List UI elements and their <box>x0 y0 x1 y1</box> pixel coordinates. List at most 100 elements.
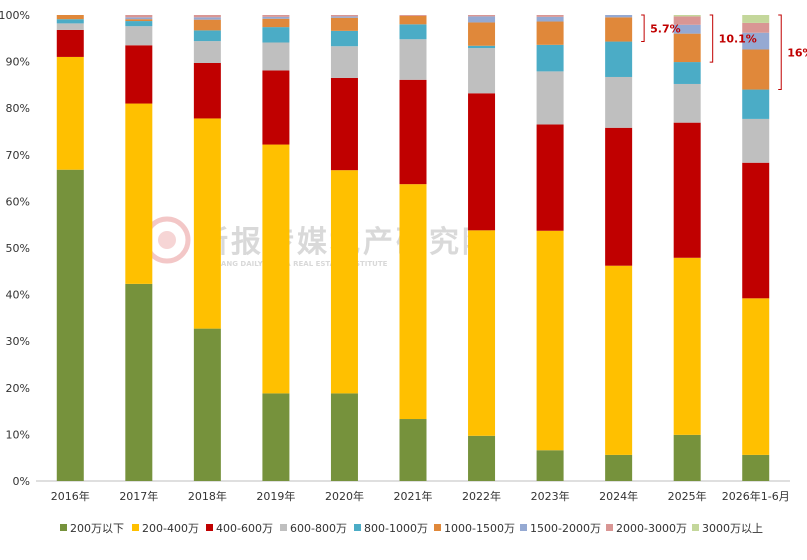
bar-segment <box>56 15 84 20</box>
legend-swatch <box>354 524 361 531</box>
bar-segment <box>262 393 290 481</box>
bar-segment <box>193 30 221 42</box>
axes: 0% 10% 20% 30% 40% 50% 60% 70% 80% 90% 100% 2016年 20… <box>0 9 790 503</box>
watermark-logo-dot <box>158 231 176 249</box>
bar-segment <box>536 44 564 72</box>
x-tick-label: 2020年 <box>325 489 364 503</box>
y-tick-label: 50% <box>6 242 30 255</box>
legend-swatch <box>520 524 527 531</box>
bar-segment <box>262 42 290 71</box>
bar-segment <box>605 454 633 481</box>
bar-segment <box>399 79 427 185</box>
bars <box>56 15 770 481</box>
bar-segment <box>193 118 221 329</box>
bar-segment <box>468 22 496 46</box>
bar-segment <box>605 76 633 128</box>
bar-segment <box>742 49 770 90</box>
legend-label: 1000-1500万 <box>444 522 515 535</box>
annotation-bracket <box>778 14 782 91</box>
bar-segment <box>536 71 564 125</box>
bar-segment <box>193 17 221 20</box>
bar-segment <box>605 17 633 42</box>
bar-segment <box>673 16 701 25</box>
bar-segment <box>742 15 770 23</box>
x-tick-label: 2018年 <box>188 489 227 503</box>
bar-segment <box>468 15 496 17</box>
x-tick-label: 2019年 <box>256 489 295 503</box>
bar-segment <box>330 15 358 17</box>
legend-label: 1500-2000万 <box>530 522 601 535</box>
bar-segment <box>536 450 564 481</box>
bar-segment <box>742 162 770 299</box>
legend-label: 400-600万 <box>216 522 273 535</box>
y-tick-label: 80% <box>6 102 30 115</box>
bar-segment <box>262 15 290 17</box>
x-tick-label: 2024年 <box>599 489 638 503</box>
bar-segment <box>56 23 84 30</box>
bar-segment <box>399 15 427 16</box>
bar-segment <box>125 21 153 27</box>
x-tick-label: 2026年1-6月 <box>722 489 790 503</box>
bar-segment <box>742 22 770 33</box>
x-tick-label: 2017年 <box>119 489 158 503</box>
legend-swatch <box>206 524 213 531</box>
bar-segment <box>536 16 564 22</box>
bar-segment <box>742 454 770 481</box>
x-tick-label: 2022年 <box>462 489 501 503</box>
y-tick-label: 10% <box>6 428 30 441</box>
bar-segment <box>673 24 701 34</box>
bar-segment <box>605 265 633 455</box>
bar-segment <box>193 41 221 63</box>
bar-segment <box>536 15 564 17</box>
bar-segment <box>125 45 153 104</box>
legend-label: 600-800万 <box>290 522 347 535</box>
bar-segment <box>125 15 153 18</box>
bar-segment <box>399 184 427 420</box>
y-tick-label: 40% <box>6 289 30 302</box>
annotation-label: 5.7% <box>650 22 681 35</box>
bar-segment <box>125 283 153 481</box>
bar-segment <box>193 15 221 18</box>
legend-label: 800-1000万 <box>364 522 428 535</box>
bar-segment <box>330 170 358 394</box>
legend-label: 200万以下 <box>70 522 124 535</box>
bar-segment <box>673 434 701 481</box>
bar-segment <box>742 118 770 163</box>
bar-segment <box>262 144 290 394</box>
bar-segment <box>330 17 358 31</box>
bar-segment <box>673 83 701 123</box>
y-tick-label: 100% <box>0 9 30 22</box>
bar-segment <box>56 56 84 170</box>
legend-label: 2000-3000万 <box>616 522 687 535</box>
y-tick-label: 20% <box>6 382 30 395</box>
bar-segment <box>399 39 427 80</box>
bar-segment <box>742 89 770 119</box>
bar-segment <box>399 15 427 25</box>
bar-segment <box>536 21 564 45</box>
legend-swatch <box>132 524 139 531</box>
legend-label: 200-400万 <box>142 522 199 535</box>
y-tick-label: 70% <box>6 149 30 162</box>
bar-segment <box>262 18 290 28</box>
bar-segment <box>125 103 153 284</box>
annotations: 5.7% 10.1% 16% <box>641 14 807 91</box>
legend: 200万以下 200-400万 400-600万 600-800万 800-1000万 1… <box>60 522 763 535</box>
bar-segment <box>125 17 153 20</box>
legend-swatch <box>280 524 287 531</box>
bar-segment <box>468 48 496 94</box>
bar-segment <box>262 70 290 145</box>
bar-segment <box>330 46 358 78</box>
bar-segment <box>193 19 221 31</box>
legend-swatch <box>60 524 67 531</box>
bar-segment <box>605 41 633 77</box>
bar-segment <box>262 16 290 19</box>
bar-segment <box>468 16 496 23</box>
y-tick-label: 90% <box>6 56 30 69</box>
bar-segment <box>536 230 564 451</box>
y-tick-label: 0% <box>13 475 30 488</box>
bar-segment <box>605 15 633 18</box>
legend-label: 3000万以上 <box>702 522 763 535</box>
bar-segment <box>673 15 701 17</box>
